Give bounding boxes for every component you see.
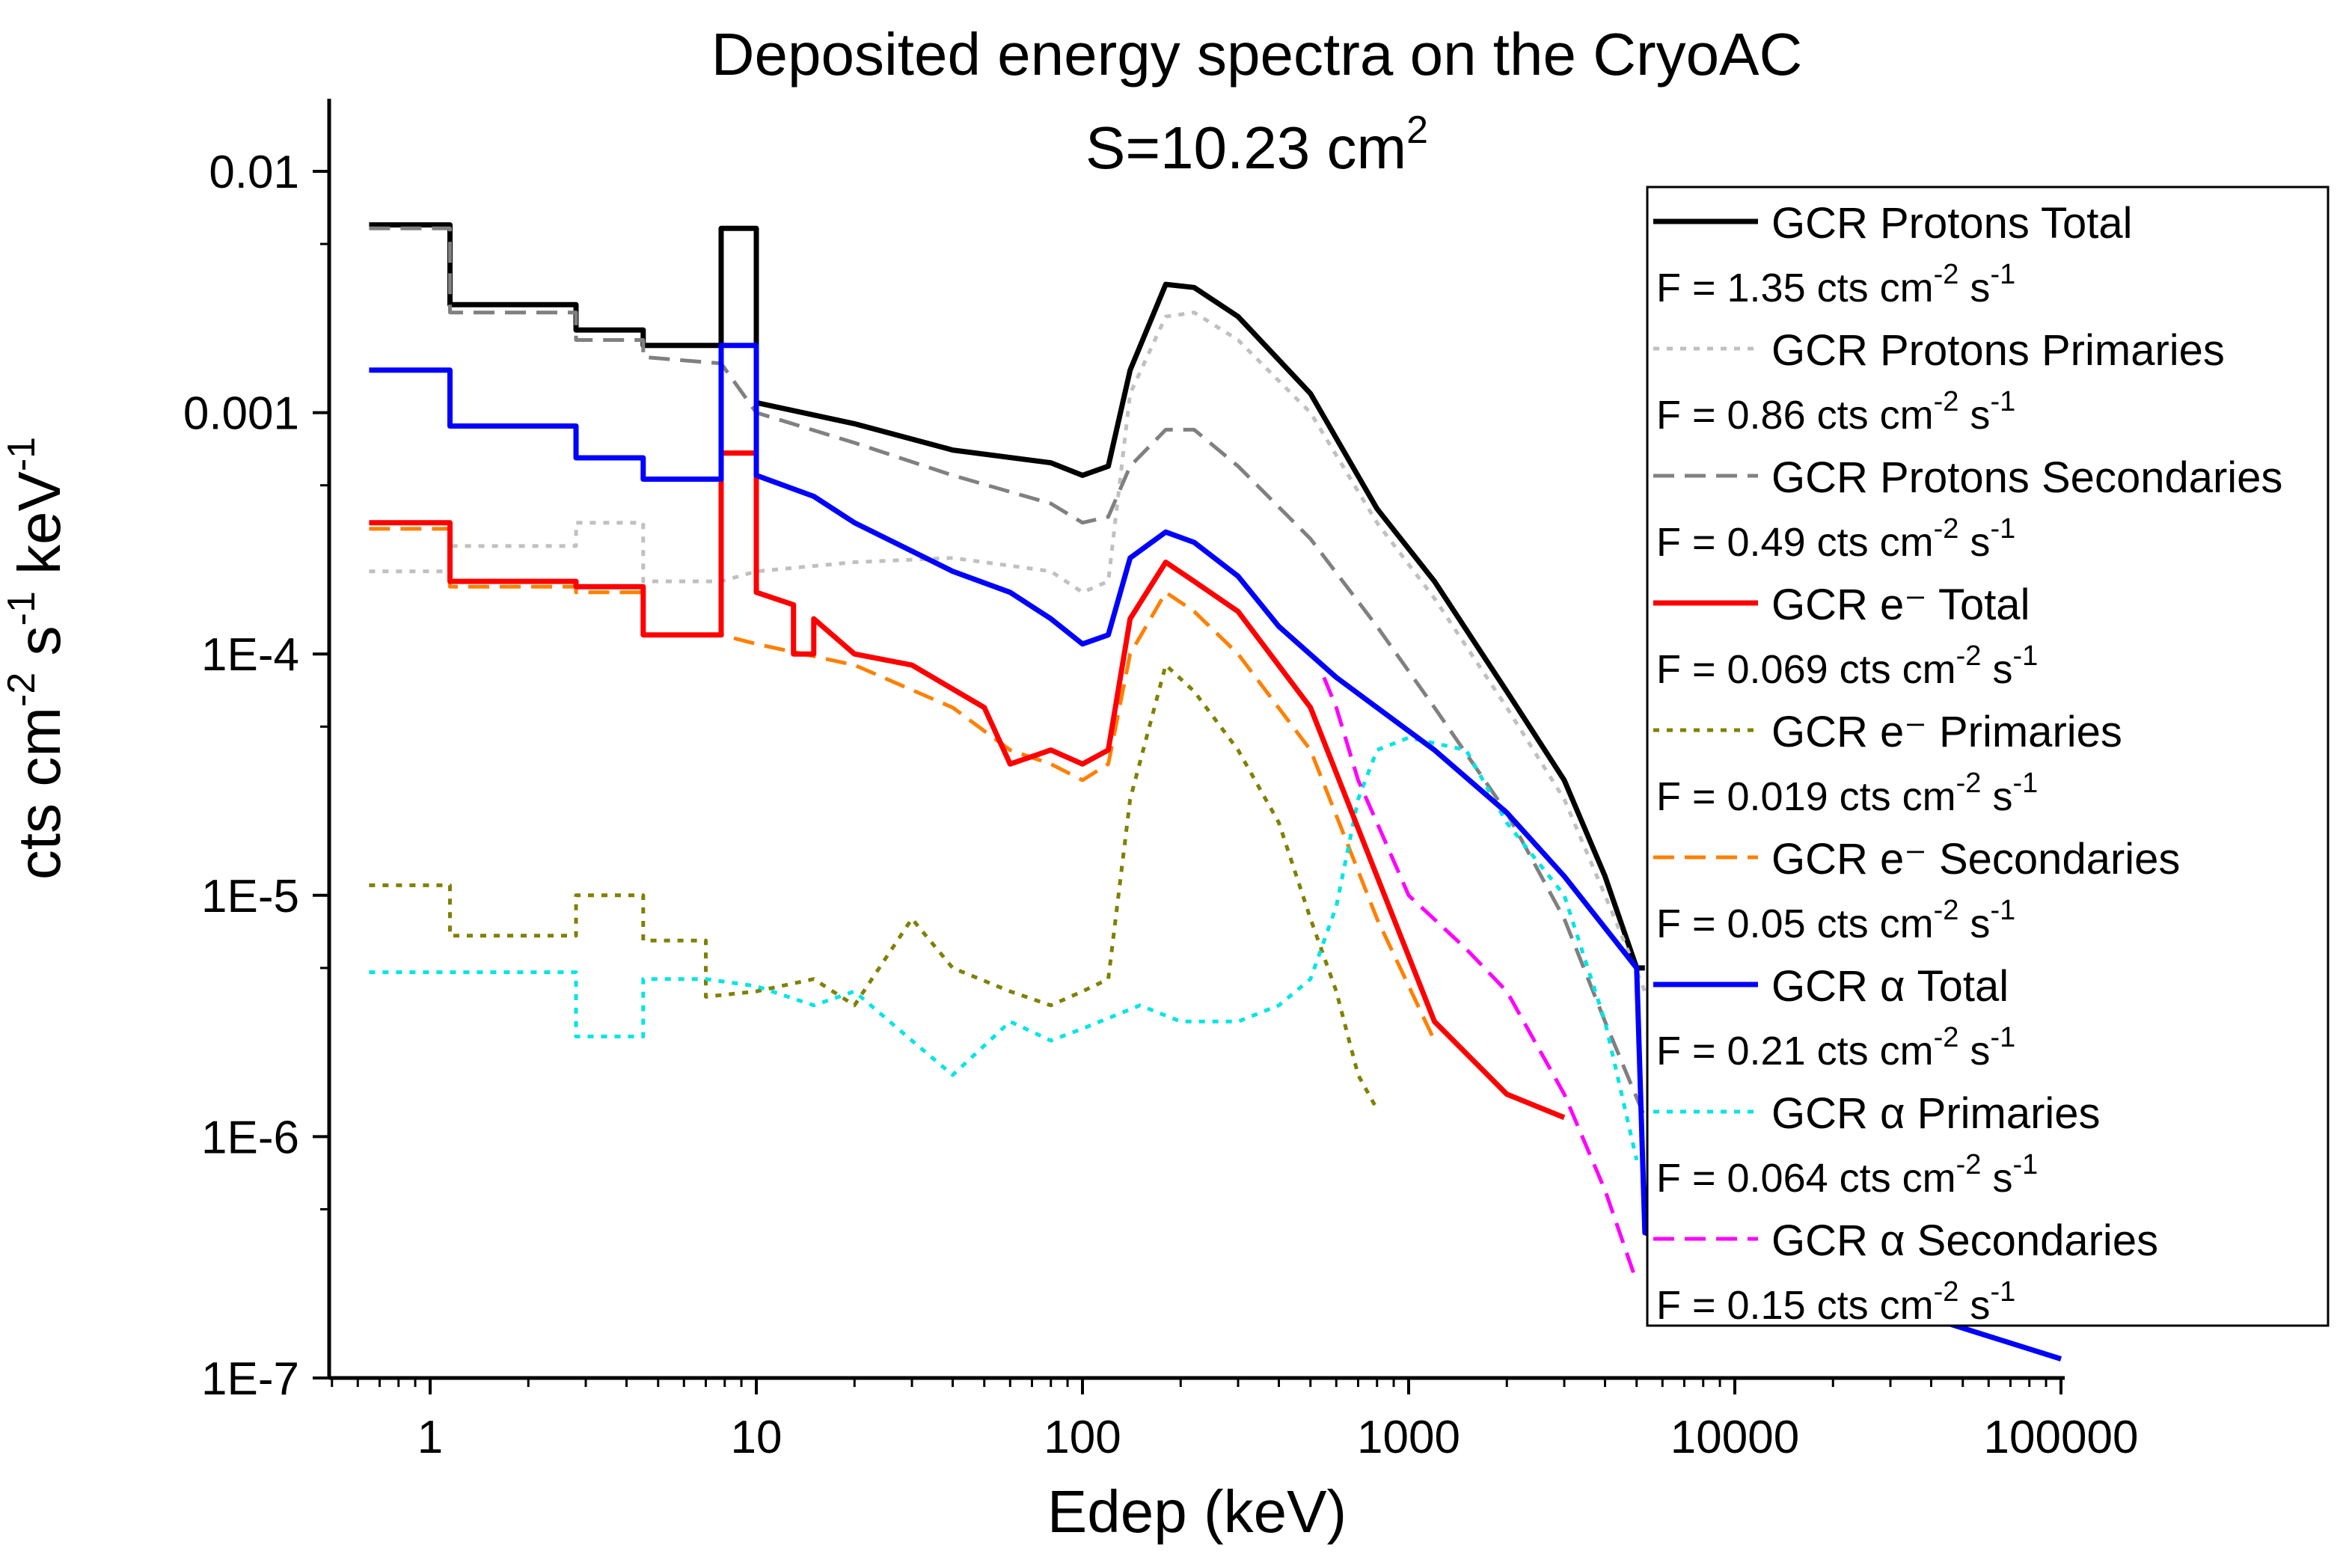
y-axis-label-sup3: -1: [0, 437, 43, 471]
y-axis-label-sup1: -2: [0, 673, 43, 707]
y-axis-label-sup2: -1: [0, 591, 43, 625]
series-line-4: [369, 450, 1566, 1121]
legend-flux-unit: s: [1958, 901, 1990, 946]
legend-flux-2: F = 0.86 cts cm-2 s-1: [1656, 386, 2015, 438]
legend-flux-8: F = 0.064 cts cm-2 s-1: [1656, 1149, 2038, 1201]
legend-label-5: GCR e⁻ Primaries: [1771, 708, 2122, 756]
x-tick-label: 10: [731, 1412, 782, 1463]
y-tick-label: 1E-4: [201, 629, 299, 681]
y-axis-label-part1: cts cm: [6, 707, 73, 880]
legend-label-2: GCR Protons Primaries: [1771, 326, 2225, 375]
series-line-5: [369, 663, 1379, 1110]
legend-flux-value: F = 0.019 cts cm: [1656, 774, 1956, 819]
series-line-9: [1322, 676, 1639, 1283]
legend-flux-7: F = 0.21 cts cm-2 s-1: [1656, 1022, 2015, 1074]
legend-flux-value: F = 1.35 cts cm: [1656, 266, 1934, 310]
chart-title: Deposited energy spectra on the CryoAC: [711, 21, 1803, 88]
legend-flux-unit: s: [1958, 393, 1990, 438]
series-line-2: [369, 310, 1647, 993]
legend-flux-sup: -2: [1956, 1149, 1982, 1180]
x-tick-label: 100: [1044, 1412, 1121, 1463]
legend-flux-value: F = 0.15 cts cm: [1656, 1283, 1934, 1328]
legend-flux-9: F = 0.15 cts cm-2 s-1: [1656, 1276, 2015, 1328]
legend-flux-6: F = 0.05 cts cm-2 s-1: [1656, 895, 2015, 946]
legend-box: [1646, 186, 2330, 1327]
legend-flux-sup: -1: [1990, 1022, 2015, 1053]
legend-flux-sup: -1: [1990, 1276, 2015, 1308]
legend-flux-4: F = 0.069 cts cm-2 s-1: [1656, 640, 2038, 692]
legend-label-1: GCR Protons Total: [1771, 199, 2132, 248]
y-tick-label: 0.01: [209, 147, 299, 198]
legend-flux-value: F = 0.86 cts cm: [1656, 393, 1934, 438]
x-tick-label: 1: [417, 1412, 443, 1463]
x-tick-label: 1000: [1357, 1412, 1460, 1463]
legend-flux-sup: -2: [1934, 386, 1959, 417]
legend-flux-sup: -2: [1956, 768, 1982, 799]
y-tick-label: 1E-7: [201, 1353, 299, 1405]
plot-area: [369, 222, 2062, 1362]
legend-flux-unit: s: [1981, 774, 2012, 819]
axes: [327, 99, 2065, 1380]
y-tick-label: 1E-5: [201, 871, 299, 922]
legend-flux-sup: -1: [2012, 768, 2038, 799]
legend-label-7: GCR α Total: [1771, 962, 2009, 1011]
y-tick-label: 1E-6: [201, 1112, 299, 1163]
series-line-8: [369, 735, 1639, 1161]
legend-flux-sup: -1: [1990, 386, 2015, 417]
series-line-7: [369, 343, 2062, 1362]
legend-label-6: GCR e⁻ Secondaries: [1771, 835, 2180, 883]
legend-flux-value: F = 0.49 cts cm: [1656, 520, 1934, 565]
legend-label-3: GCR Protons Secondaries: [1771, 453, 2282, 502]
legend-flux-sup: -2: [1934, 259, 1959, 290]
legend-flux-sup: -2: [1956, 640, 1982, 672]
x-tick-label: 100000: [1984, 1412, 2139, 1463]
legend-flux-value: F = 0.21 cts cm: [1656, 1029, 1934, 1074]
y-axis-label: cts cm-2 s-1 keV-1: [0, 437, 73, 880]
legend-label-4: GCR e⁻ Total: [1771, 581, 2030, 629]
legend-flux-sup: -1: [1990, 513, 2015, 545]
x-axis-label: Edep (keV): [1047, 1478, 1347, 1545]
chart-subtitle-sup: 2: [1406, 108, 1428, 152]
legend-flux-1: F = 1.35 cts cm-2 s-1: [1656, 259, 2015, 310]
series-line-6: [369, 527, 1436, 1042]
legend-flux-3: F = 0.49 cts cm-2 s-1: [1656, 513, 2015, 565]
legend-flux-value: F = 0.064 cts cm: [1656, 1156, 1956, 1201]
legend-flux-sup: -2: [1934, 895, 1959, 926]
legend-flux-unit: s: [1981, 1156, 2012, 1201]
legend-label-9: GCR α Secondaries: [1771, 1216, 2158, 1265]
chart-subtitle-main: S=10.23 cm: [1085, 114, 1406, 181]
legend-flux-unit: s: [1958, 520, 1990, 565]
x-tick-label: 10000: [1670, 1412, 1799, 1463]
legend-flux-sup: -1: [2012, 1149, 2038, 1180]
legend-flux-sup: -1: [1990, 259, 2015, 290]
legend-flux-sup: -2: [1934, 513, 1959, 545]
legend-flux-sup: -2: [1934, 1022, 1959, 1053]
legend-flux-unit: s: [1958, 1283, 1990, 1328]
legend-flux-sup: -1: [2012, 640, 2038, 672]
legend-flux-unit: s: [1958, 266, 1990, 310]
legend-flux-value: F = 0.069 cts cm: [1656, 647, 1956, 692]
legend-flux-sup: -1: [1990, 895, 2015, 926]
y-tick-label: 0.001: [183, 388, 299, 440]
chart-subtitle: S=10.23 cm2: [1085, 108, 1428, 181]
y-axis-label-part3: keV: [6, 471, 73, 592]
legend-flux-value: F = 0.05 cts cm: [1656, 901, 1934, 946]
legend-label-8: GCR α Primaries: [1771, 1089, 2101, 1138]
legend-flux-unit: s: [1958, 1029, 1990, 1074]
legend-flux-sup: -2: [1934, 1276, 1959, 1308]
series-line-1: [369, 222, 1645, 971]
y-axis-label-part2: s: [6, 626, 73, 673]
legend-flux-unit: s: [1981, 647, 2012, 692]
series-line-3: [369, 226, 1647, 1118]
legend-flux-5: F = 0.019 cts cm-2 s-1: [1656, 768, 2038, 819]
